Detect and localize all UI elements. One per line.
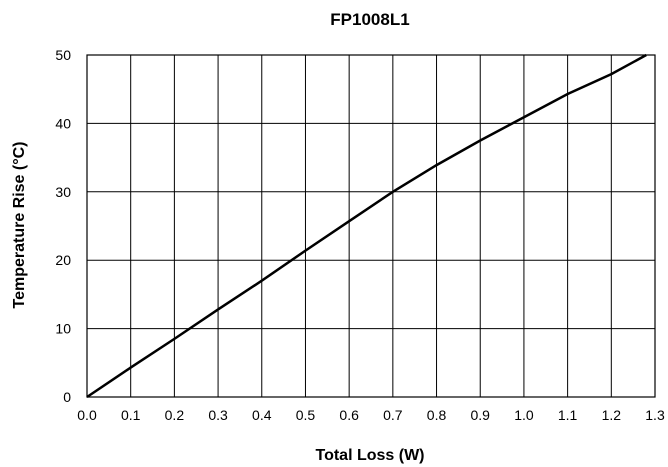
x-tick-label: 1.0 xyxy=(514,407,534,423)
y-tick-labels: 0 10 20 30 40 50 xyxy=(55,47,71,405)
x-tick-label: 0.9 xyxy=(470,407,490,423)
x-tick-labels: 0.0 0.1 0.2 0.3 0.4 0.5 0.6 0.7 0.8 0.9 1.0 1.1 1.2 1… xyxy=(77,407,665,423)
x-tick-label: 0.7 xyxy=(383,407,403,423)
y-axis-title: Temperature Rise (°C) xyxy=(11,141,28,308)
x-tick-label: 0.3 xyxy=(208,407,228,423)
x-tick-label: 1.2 xyxy=(602,407,622,423)
x-tick-label: 0.4 xyxy=(252,407,272,423)
plot-frame xyxy=(86,54,656,398)
x-tick-label: 0.1 xyxy=(121,407,141,423)
grid xyxy=(86,54,656,398)
x-tick-label: 0.6 xyxy=(339,407,359,423)
y-tick-label: 30 xyxy=(55,184,71,200)
y-tick-label: 0 xyxy=(63,389,71,405)
y-tick-label: 40 xyxy=(55,115,71,131)
x-tick-label: 0.5 xyxy=(296,407,316,423)
x-tick-label: 0.8 xyxy=(427,407,447,423)
y-tick-label: 10 xyxy=(55,321,71,337)
x-axis-title: Total Loss (W) xyxy=(315,447,424,464)
series-line xyxy=(86,53,647,399)
y-tick-label: 50 xyxy=(55,47,71,63)
x-tick-label: 0.0 xyxy=(77,407,97,423)
y-tick-label: 20 xyxy=(55,252,71,268)
x-tick-label: 1.1 xyxy=(558,407,578,423)
chart-title: FP1008L1 xyxy=(330,10,409,29)
x-tick-label: 1.3 xyxy=(645,407,665,423)
x-tick-label: 0.2 xyxy=(165,407,185,423)
